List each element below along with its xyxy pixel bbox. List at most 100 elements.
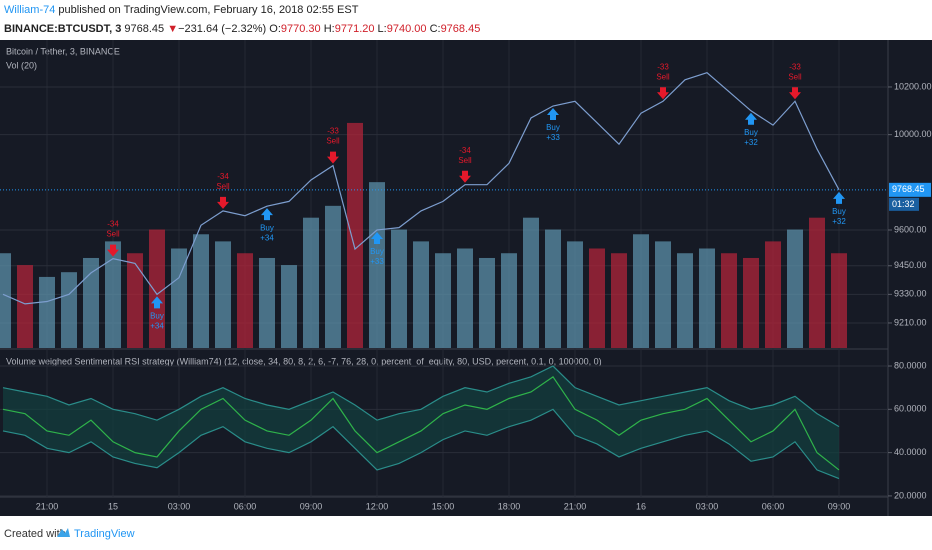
buy-qty: +33 [370,257,384,266]
y-tick-label: 10200.00 [894,81,932,91]
sell-arrow [789,87,801,100]
buy-qty: +34 [260,233,274,242]
sell-arrow [657,87,669,100]
volume-bar [105,241,121,348]
volume-bar [193,234,209,348]
sell-qty: -34 [107,220,119,229]
volume-bar [523,217,539,348]
publisher[interactable]: William-74 [4,4,56,16]
buy-label: Buy [370,247,384,256]
volume-bar [721,253,737,348]
volume-bar [633,234,649,348]
volume-bar [831,253,847,348]
y-tick-label: 80.0000 [894,360,927,370]
x-tick-label: 16 [636,501,646,511]
countdown-box [889,197,919,211]
x-tick-label: 06:00 [762,501,785,511]
volume-bar [325,205,341,348]
indicator-line [2,408,840,480]
y-tick-label: 10000.00 [894,129,932,139]
sell-label: Sell [106,230,120,239]
buy-label: Buy [744,128,758,137]
buy-qty: +32 [744,138,758,147]
price-line [2,71,840,305]
indicator-line [2,376,840,471]
buy-arrow [371,231,383,244]
published-text: published on TradingView.com, February 1… [58,4,359,16]
sell-arrow [217,196,229,209]
x-tick-label: 09:00 [828,501,851,511]
buy-qty: +33 [546,133,560,142]
volume-bar [237,253,253,348]
chart: Bitcoin / Tether, 3, BINANCE Vol (20) Vo… [0,40,932,516]
volume-bar [0,253,11,348]
last-price-box [889,182,931,197]
high-label: H: [323,23,335,35]
volume-bar [765,241,781,348]
sell-qty: -34 [459,146,471,155]
sell-label: Sell [788,72,802,81]
volume-bar [303,217,319,348]
volume-bar [281,265,297,348]
sell-arrow [327,151,339,164]
change: −231.64 (−2.32%) [178,23,267,35]
open: 9770.30 [280,23,321,35]
y-tick-label: 9210.00 [894,317,927,327]
volume-bar [545,229,561,348]
sell-arrow [107,244,119,257]
volume-bar [39,276,55,348]
brand[interactable]: TradingView [74,528,135,540]
x-tick-label: 09:00 [300,501,323,511]
volume-bar [369,182,385,348]
countdown: 01:32 [892,199,915,209]
volume-bar [809,217,825,348]
buy-label: Buy [546,123,560,132]
buy-arrow [151,296,163,309]
buy-arrow [745,112,757,125]
sell-qty: -34 [217,172,229,181]
buy-label: Buy [150,311,164,320]
x-tick-label: 21:00 [564,501,587,511]
x-tick-label: 15:00 [432,501,455,511]
volume-bar [83,257,99,348]
volume-bar [259,257,275,348]
symbol: BINANCE:BTCUSDT, 3 [4,23,122,35]
volume-bar [61,272,77,348]
x-tick-label: 06:00 [234,501,257,511]
volume-bar [655,241,671,348]
y-tick-label: 9450.00 [894,260,927,270]
y-tick-label: 9600.00 [894,224,927,234]
volume-bar [127,253,143,348]
volume-bar [215,241,231,348]
change-arrow: ▼ [167,23,179,35]
footer: Created with TradingView [0,516,932,550]
volume-bar [611,253,627,348]
sell-label: Sell [458,156,472,165]
volume-bar [391,229,407,348]
close: 9768.45 [440,23,481,35]
last: 9768.45 [124,23,165,35]
indicator-line [2,365,840,428]
sell-qty: -33 [789,62,801,71]
header: William-74 published on TradingView.com,… [0,0,932,40]
buy-label: Buy [832,207,846,216]
volume-bar [457,248,473,348]
volume-bar [479,257,495,348]
volume-bar [743,257,759,348]
volume-bar [435,253,451,348]
volume-title: Vol (20) [6,60,37,70]
x-tick-label: 03:00 [696,501,719,511]
buy-arrow [261,208,273,221]
sell-label: Sell [656,72,670,81]
volume-bar [567,241,583,348]
buy-qty: +34 [150,321,164,330]
volume-bar [501,253,517,348]
created-with: Created with [4,528,66,540]
volume-bar [149,229,165,348]
sell-label: Sell [216,182,230,191]
y-tick-label: 20.0000 [894,490,927,500]
publish-line: William-74 published on TradingView.com,… [4,4,358,16]
sell-qty: -33 [657,62,669,71]
sell-label: Sell [326,137,340,146]
